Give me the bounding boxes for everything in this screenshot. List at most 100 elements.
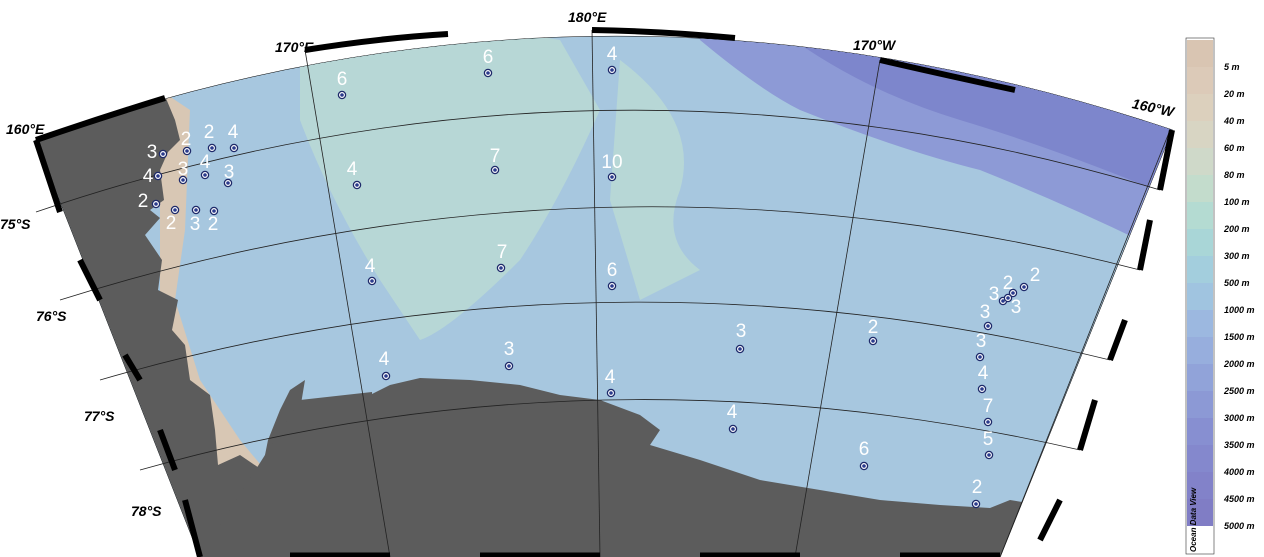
station-count-label: 3 [178,159,189,180]
legend-swatch [1187,391,1213,418]
station-marker[interactable]: 4 [228,122,239,153]
legend-label: 500 m [1224,278,1250,288]
station-marker[interactable]: 2 [208,206,219,235]
legend-label: 2500 m [1223,386,1255,396]
station-count-label: 2 [868,317,879,338]
station-marker[interactable]: 3 [976,331,987,362]
legend-label: 60 m [1224,143,1245,153]
station-count-label: 4 [228,122,239,143]
station-marker[interactable]: 3 [504,339,515,371]
station-dot-core [232,146,236,150]
station-marker[interactable]: 3 [178,159,189,185]
land-ice-shelf [200,392,372,557]
station-marker[interactable]: 4 [143,166,163,187]
station-dot-core [1001,299,1005,303]
station-marker[interactable]: 3 [736,321,747,354]
legend-swatch [1187,94,1213,121]
station-marker[interactable]: 4 [727,402,738,434]
station-count-label: 4 [365,256,376,277]
station-dot-core [173,208,177,212]
station-dot-core [499,266,503,270]
station-marker[interactable]: 2 [1019,265,1040,292]
station-dot-core [986,324,990,328]
station-marker[interactable]: 6 [337,69,348,100]
station-marker[interactable]: 3 [147,142,168,163]
lon-label-160e: 160°E [6,121,45,137]
station-marker[interactable]: 7 [983,396,994,427]
station-count-label: 6 [483,47,494,68]
station-marker[interactable]: 6 [483,47,494,78]
station-count-label: 3 [224,162,235,183]
station-marker[interactable]: 3 [224,162,235,188]
station-dot-core [154,202,158,206]
legend-label: 5000 m [1224,521,1255,531]
station-count-label: 4 [607,44,618,65]
station-marker[interactable]: 7 [490,146,501,175]
frame-tick [35,95,166,143]
legend-title: Ocean Data View [1189,487,1198,552]
station-count-label: 3 [147,142,158,163]
station-marker[interactable]: 2 [868,317,879,346]
station-count-label: 4 [379,349,390,370]
station-marker[interactable]: 7 [497,242,508,273]
station-count-label: 7 [983,396,994,417]
station-marker[interactable]: 3 [1003,293,1022,318]
station-dot-core [1011,291,1015,295]
legend-label: 20 m [1223,89,1245,99]
station-marker[interactable]: 5 [983,429,994,460]
station-count-label: 6 [607,260,618,281]
station-dot-core [610,175,614,179]
legend-swatch [1187,283,1213,310]
legend-swatch [1187,175,1213,202]
frame-tick [591,27,736,41]
lat-label-75s: 75°S [0,216,31,232]
station-dot-core [862,464,866,468]
ocean-shallow [300,36,600,340]
station-marker[interactable]: 4 [365,256,377,286]
station-dot-core [185,149,189,153]
station-dot-core [156,174,160,178]
station-marker[interactable]: 2 [972,477,983,509]
station-marker[interactable]: 6 [607,260,618,291]
station-marker[interactable]: 2 [204,122,217,153]
station-count-label: 2 [208,214,219,235]
station-marker[interactable]: 3 [190,205,201,235]
station-marker[interactable]: 2 [1003,273,1018,298]
station-marker[interactable]: 3 [980,302,993,331]
station-marker[interactable]: 10 [601,152,623,182]
legend-swatch [1187,256,1213,283]
station-count-label: 2 [972,477,983,498]
frame-tick [182,499,203,557]
station-dot-core [161,152,165,156]
station-marker[interactable]: 6 [859,439,870,471]
station-marker[interactable]: 2 [181,129,192,156]
parallel-line [35,109,1161,213]
station-marker[interactable]: 4 [605,367,616,398]
station-dot-core [370,279,374,283]
station-marker[interactable]: 2 [138,191,161,212]
station-count-label: 3 [736,321,747,342]
station-dot-core [493,168,497,172]
station-dot-core [486,71,490,75]
station-count-label: 3 [1011,297,1022,318]
station-marker[interactable]: 4 [347,159,362,190]
station-marker[interactable]: 2 [166,205,180,234]
parallel-line [99,301,1111,381]
station-dot-core [1022,285,1026,289]
station-count-label: 7 [490,146,501,167]
station-dot-core [226,181,230,185]
station-count-label: 3 [976,331,987,352]
station-marker[interactable]: 4 [607,44,618,75]
station-dot-core [609,391,613,395]
station-count-label: 3 [980,302,991,323]
legend-label: 1000 m [1224,305,1255,315]
station-marker[interactable]: 4 [379,349,391,381]
station-marker[interactable]: 4 [978,363,989,394]
legend-swatch [1187,40,1213,67]
station-marker[interactable]: 4 [200,152,211,180]
station-count-label: 2 [1003,273,1014,294]
frame-tick [1107,318,1128,362]
station-dot-core [181,178,185,182]
station-dot-core [1006,296,1010,300]
